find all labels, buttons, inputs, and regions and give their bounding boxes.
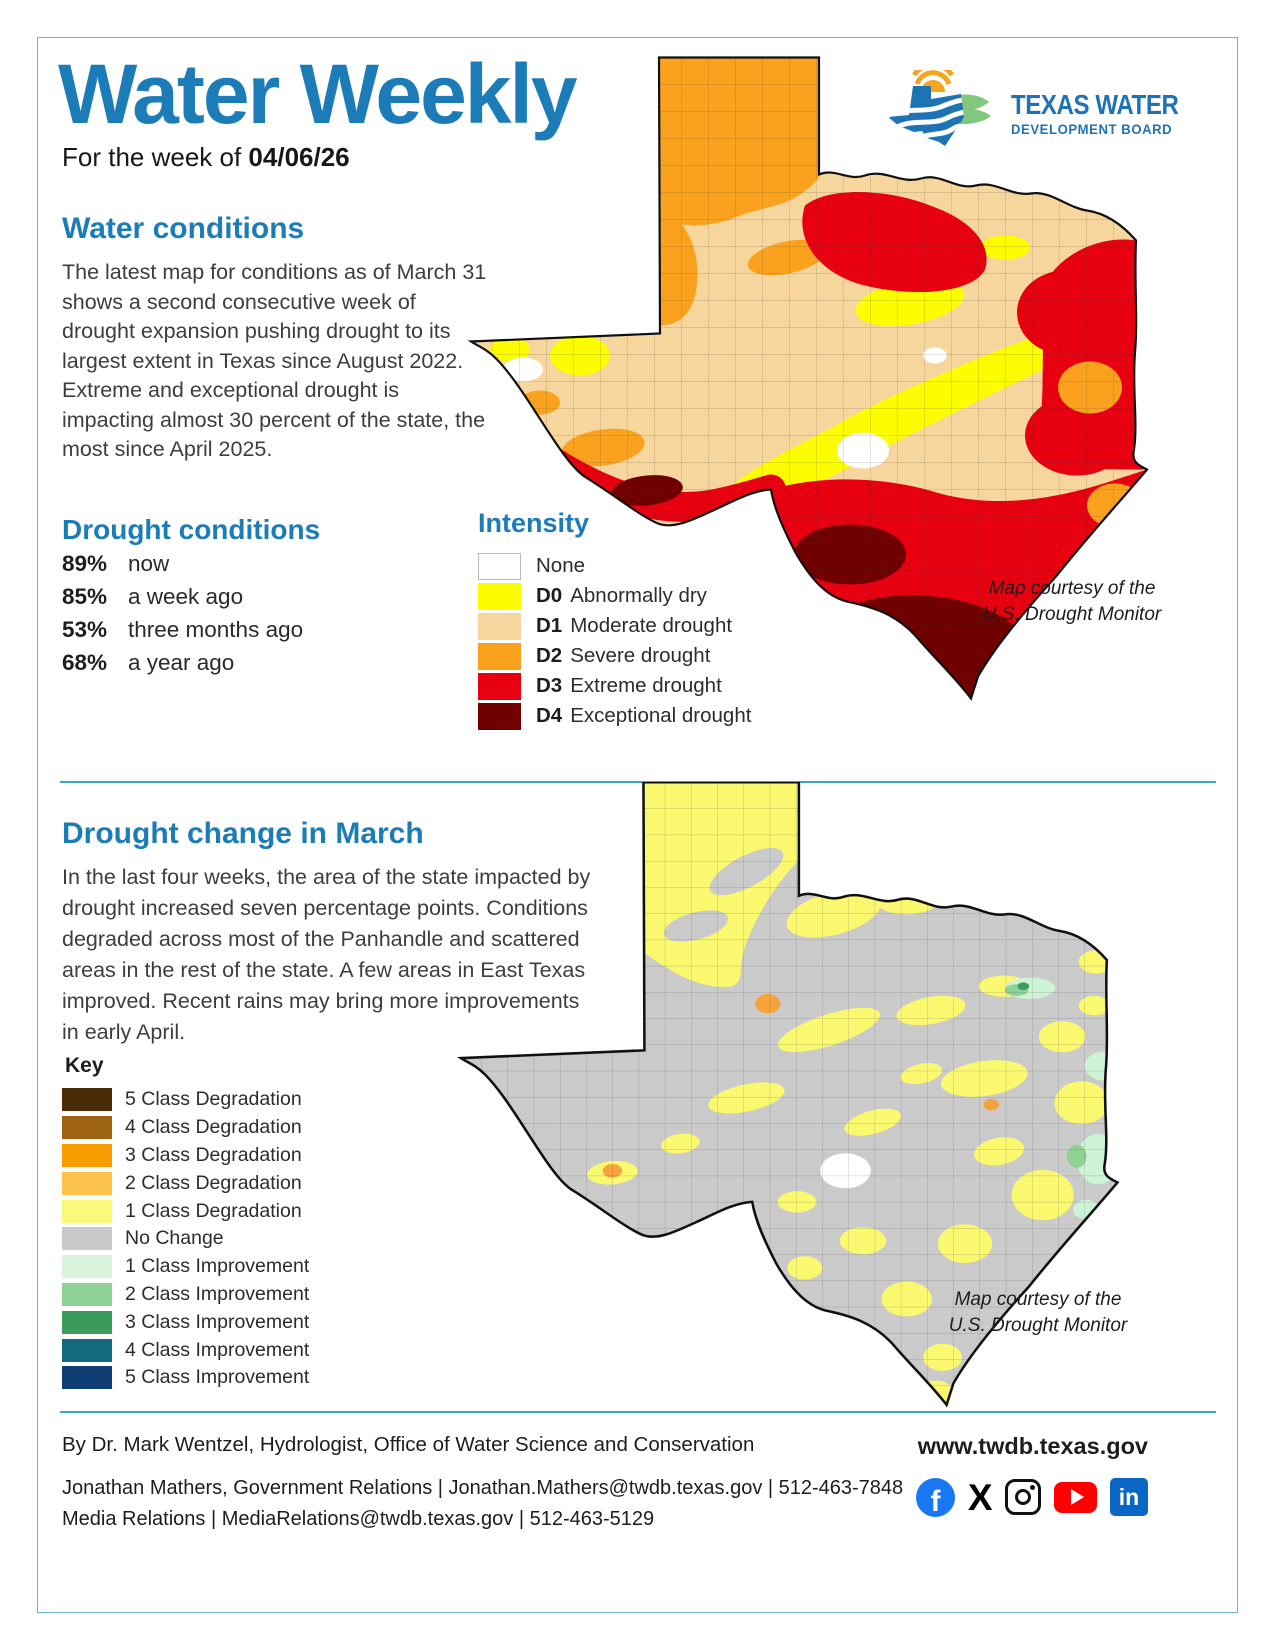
legend-item: D4 Exceptional drought (478, 701, 751, 731)
key-item: 4 Class Improvement (62, 1336, 309, 1364)
week-date: 04/06/26 (248, 142, 350, 172)
stat-value: 68% (62, 650, 108, 675)
website-url[interactable]: www.twdb.texas.gov (917, 1433, 1148, 1459)
legend-item: None (478, 551, 751, 581)
key-swatch (62, 1199, 112, 1223)
legend-swatch-d3 (478, 672, 521, 700)
map1-caption: Map courtesy of the U.S. Drought Monitor (982, 578, 1162, 625)
key-swatch (62, 1310, 112, 1334)
key-item: 4 Class Degradation (62, 1114, 309, 1142)
legend-swatch-d0 (478, 582, 521, 610)
drought-change-heading: Drought change in March (62, 817, 424, 850)
drought-change-map (456, 782, 1120, 1408)
drought-change-body: In the last four weeks, the area of the … (62, 865, 591, 1044)
facebook-icon[interactable]: f (916, 1477, 955, 1517)
contact-line-media-relations: Media Relations | MediaRelations@twdb.te… (62, 1508, 655, 1530)
legend-item: D0 Abnormally dry (478, 581, 751, 611)
water-conditions-body: The latest map for conditions as of Marc… (62, 260, 487, 461)
key-swatch (62, 1255, 112, 1279)
legend-swatch-d2 (478, 642, 521, 670)
stat-label: now (128, 551, 170, 576)
key-item: No Change (62, 1225, 309, 1253)
stat-value: 53% (62, 617, 108, 642)
linkedin-icon[interactable]: in (1110, 1478, 1148, 1516)
key-item: 1 Class Improvement (62, 1253, 309, 1281)
key-swatch (62, 1171, 112, 1195)
instagram-icon[interactable] (1005, 1479, 1042, 1515)
youtube-play-icon (1070, 1489, 1084, 1505)
key-swatch (62, 1088, 112, 1112)
water-conditions-heading: Water conditions (62, 212, 305, 245)
legend-swatch-d1 (478, 612, 521, 640)
stat-label: three months ago (128, 617, 304, 642)
drought-conditions-heading: Drought conditions (62, 514, 321, 545)
subtitle-prefix: For the week of (62, 142, 249, 172)
key-item: 3 Class Improvement (62, 1308, 309, 1336)
legend-swatch-d4 (478, 702, 521, 730)
instagram-dot (1030, 1485, 1036, 1490)
key-swatch (62, 1227, 112, 1251)
stat-row: 89% now (62, 551, 303, 584)
key-item: 5 Class Degradation (62, 1086, 309, 1114)
key-item: 3 Class Degradation (62, 1142, 309, 1170)
drought-intensity-map (467, 56, 1149, 701)
twdb-logo-icon (888, 70, 991, 146)
change-key: 5 Class Degradation 4 Class Degradation … (62, 1086, 309, 1392)
stat-row: 85% a week ago (62, 584, 303, 617)
author-byline: By Dr. Mark Wentzel, Hydrologist, Office… (62, 1433, 755, 1456)
intensity-heading: Intensity (478, 508, 590, 538)
week-subtitle: For the week of 04/06/26 (62, 142, 350, 173)
key-swatch (62, 1143, 112, 1167)
x-twitter-icon[interactable]: X (967, 1476, 993, 1518)
stat-label: a year ago (128, 650, 235, 675)
drought-stats: 89% now 85% a week ago 53% three months ago… (62, 551, 303, 683)
legend-swatch-none (478, 552, 521, 580)
stat-value: 85% (62, 584, 108, 609)
stat-label: a week ago (128, 584, 244, 609)
instagram-lens (1015, 1489, 1032, 1505)
intensity-legend: Intensity None D0 Abnormally dry D1 Modera… (478, 508, 751, 731)
page-title: Water Weekly (58, 47, 578, 141)
stat-row: 68% a year ago (62, 650, 303, 683)
legend-item: D3 Extreme drought (478, 671, 751, 701)
key-item: 2 Class Improvement (62, 1281, 309, 1309)
logo-name: TEXAS WATER (1011, 89, 1179, 120)
stat-value: 89% (62, 551, 108, 576)
twdb-logo: TEXAS WATER DEVELOPMENT BOARD (885, 70, 1206, 156)
key-item: 2 Class Degradation (62, 1169, 309, 1197)
key-swatch (62, 1366, 112, 1390)
legend-item: D2 Severe drought (478, 641, 751, 671)
change-key-heading: Key (65, 1054, 104, 1077)
key-swatch (62, 1338, 112, 1362)
contact-line-government-relations: Jonathan Mathers, Government Relations |… (62, 1477, 904, 1499)
stat-row: 53% three months ago (62, 617, 303, 650)
map2-caption: Map courtesy of the U.S. Drought Monitor (948, 1289, 1128, 1336)
key-swatch (62, 1116, 112, 1140)
section-divider (60, 781, 1216, 783)
youtube-icon[interactable] (1054, 1481, 1098, 1513)
social-icons-row: f X in (916, 1476, 1148, 1518)
footer-divider (60, 1411, 1216, 1413)
logo-subname: DEVELOPMENT BOARD (1011, 122, 1173, 137)
key-swatch (62, 1282, 112, 1306)
key-item: 1 Class Degradation (62, 1197, 309, 1225)
key-item: 5 Class Improvement (62, 1364, 309, 1392)
legend-item: D1 Moderate drought (478, 611, 751, 641)
